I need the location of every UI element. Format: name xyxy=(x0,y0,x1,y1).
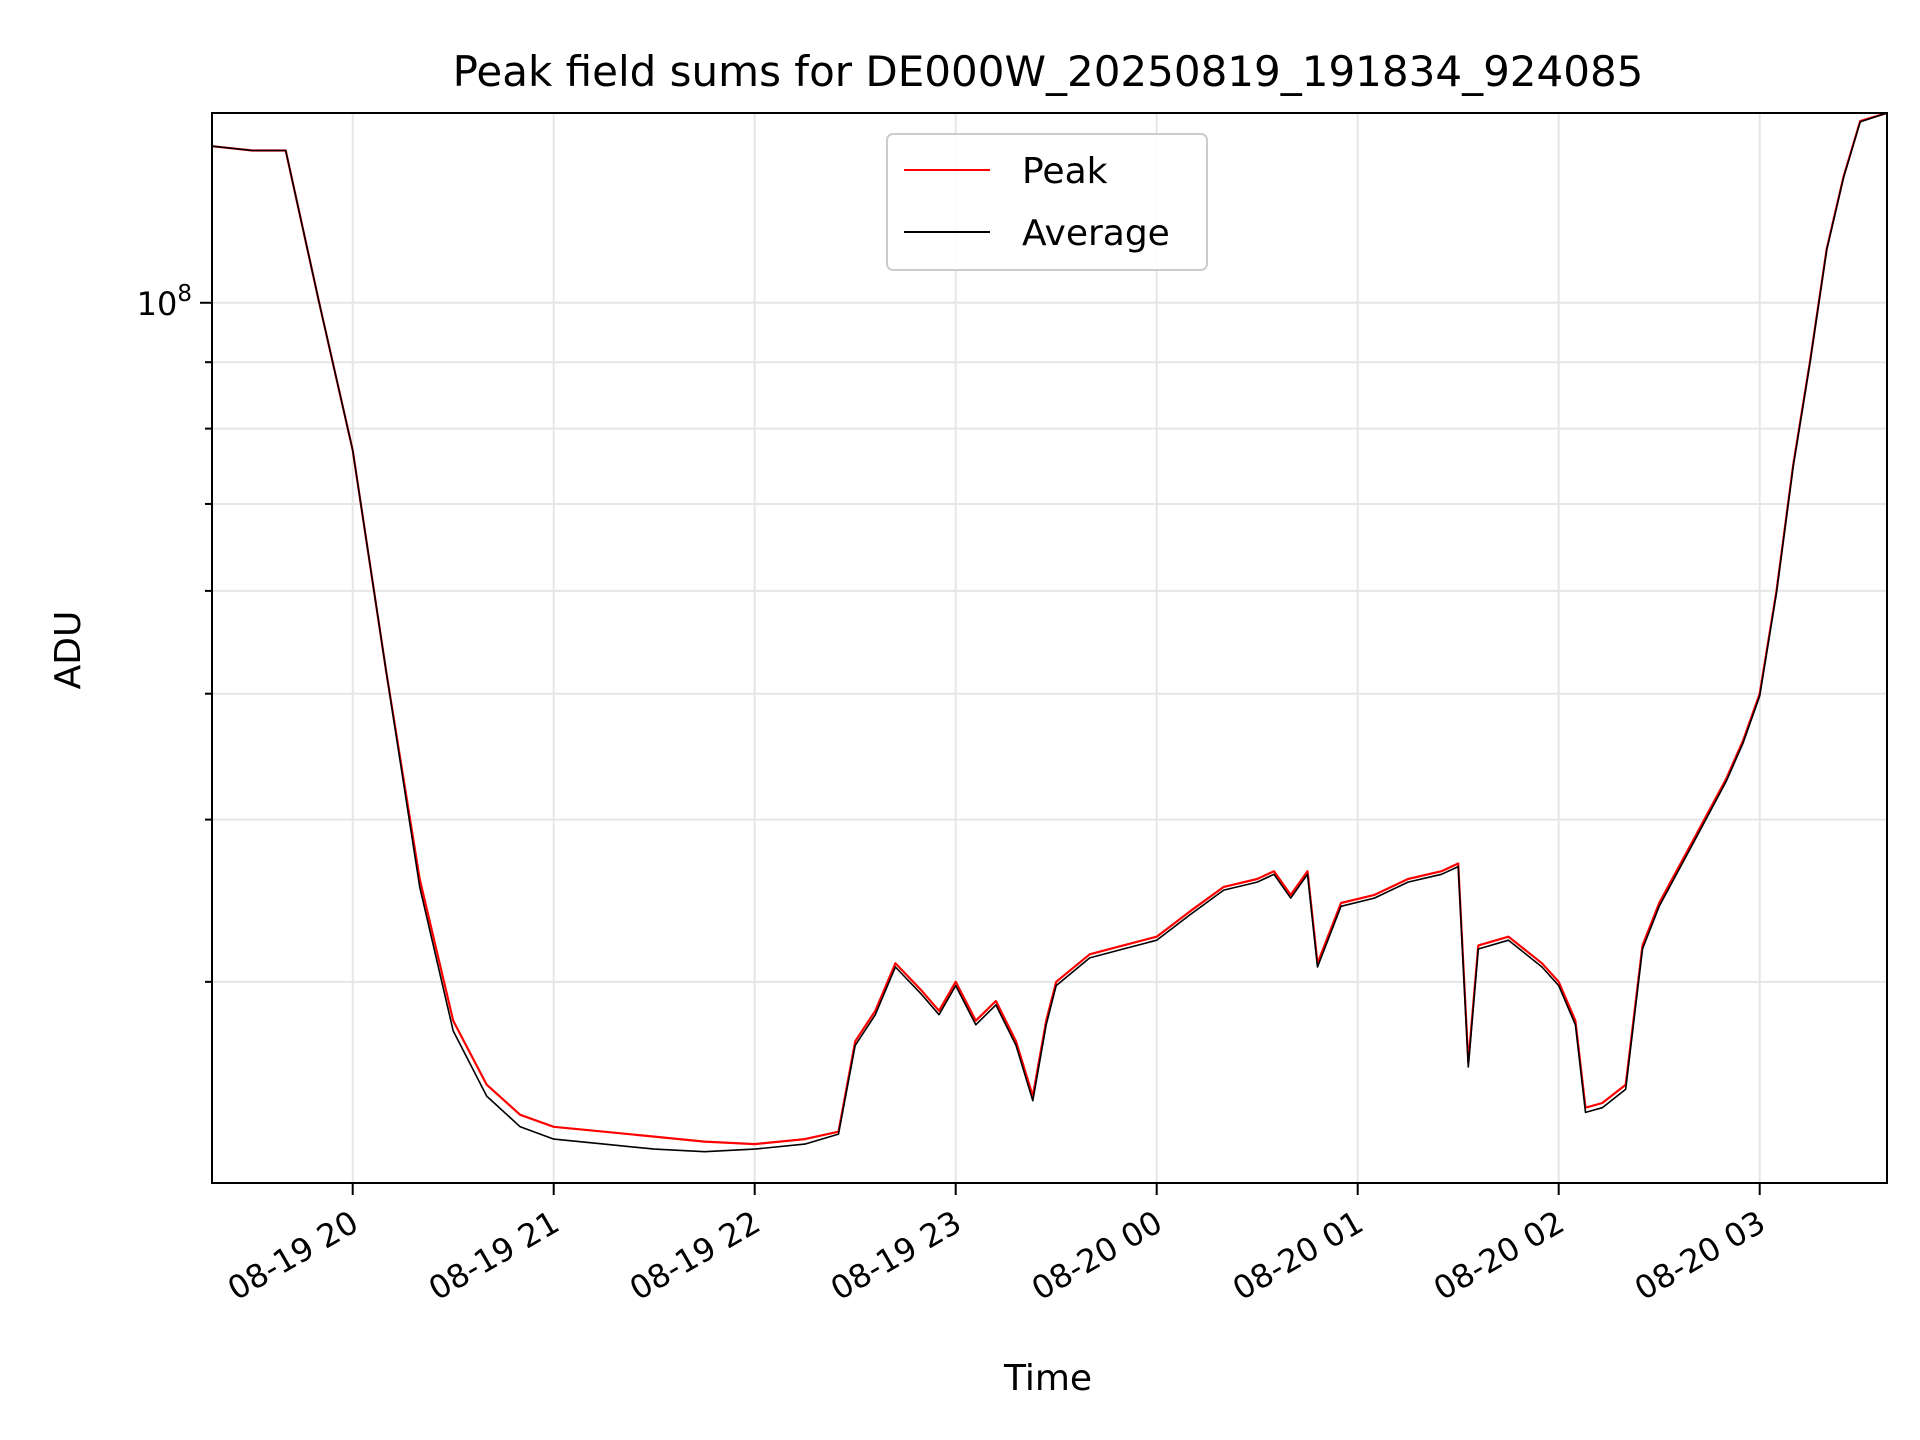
legend: Peak Average xyxy=(886,133,1208,271)
x-axis-label: Time xyxy=(1003,1358,1092,1399)
chart-title: Peak field sums for DE000W_20250819_1918… xyxy=(453,47,1644,96)
plot-area xyxy=(212,113,1887,1153)
y-tick-base: 10 xyxy=(137,285,178,323)
y-axis-label: ADU xyxy=(48,611,89,690)
series-line-average xyxy=(212,113,1887,1153)
legend-label-average: Average xyxy=(1022,213,1170,254)
legend-box xyxy=(886,133,1208,271)
legend-label-peak: Peak xyxy=(1022,151,1108,192)
y-tick-exponent: 8 xyxy=(177,281,192,307)
y-axis: 108 xyxy=(137,281,212,983)
series-line-peak xyxy=(212,113,1887,1146)
y-tick-label: 108 xyxy=(137,281,192,323)
grid-lines xyxy=(212,113,1887,1183)
plot-frame xyxy=(211,112,1888,1184)
